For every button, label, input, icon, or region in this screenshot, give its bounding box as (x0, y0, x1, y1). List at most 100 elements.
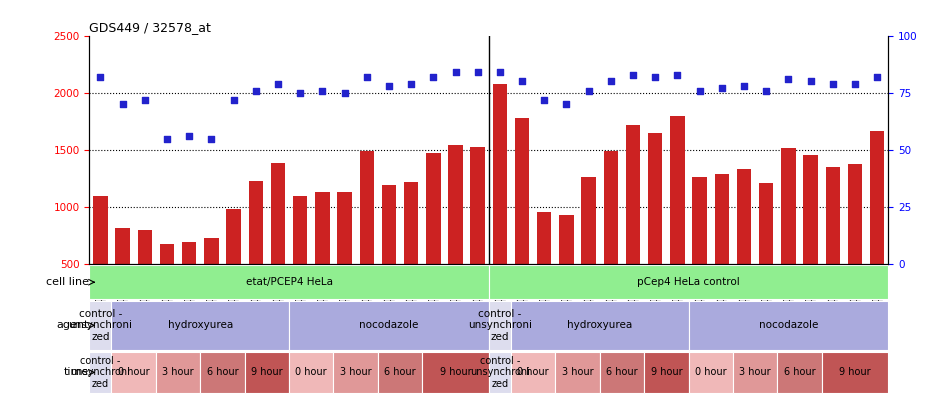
Bar (688, 301, 888, 350)
Text: 3 hour: 3 hour (163, 367, 194, 377)
Bar (733, 352, 777, 393)
Bar (156, 352, 200, 393)
Text: cell line: cell line (46, 277, 89, 287)
Bar (334, 352, 378, 393)
Bar (693, 177, 707, 265)
Point (382, 83, 397, 89)
Text: 9 hour: 9 hour (251, 367, 283, 377)
Text: control -
unsynchroni
zed: control - unsynchroni zed (70, 356, 131, 389)
Bar (556, 352, 600, 393)
Point (825, 80, 840, 87)
Bar (804, 154, 818, 265)
Point (93, 74, 108, 80)
Bar (777, 352, 822, 393)
Point (514, 78, 529, 85)
Text: 0 hour: 0 hour (295, 367, 327, 377)
Bar (426, 153, 441, 265)
Bar (600, 352, 644, 393)
Point (493, 69, 508, 75)
Point (603, 78, 619, 85)
Point (714, 85, 729, 91)
Bar (271, 163, 285, 265)
Bar (359, 151, 374, 265)
Point (759, 88, 774, 94)
Bar (227, 209, 241, 265)
Text: hydroxyurea: hydroxyurea (167, 320, 233, 330)
Point (692, 88, 707, 94)
Bar (112, 301, 289, 350)
Bar (200, 352, 244, 393)
Bar (382, 185, 396, 265)
Text: 3 hour: 3 hour (340, 367, 371, 377)
Bar (244, 352, 289, 393)
Point (337, 89, 352, 96)
Bar (559, 215, 573, 265)
Bar (93, 196, 107, 265)
Bar (289, 301, 489, 350)
Bar (137, 230, 152, 265)
Text: nocodazole: nocodazole (359, 320, 418, 330)
Text: 3 hour: 3 hour (740, 367, 771, 377)
Point (359, 74, 374, 80)
Text: etat/PCEP4 HeLa: etat/PCEP4 HeLa (245, 277, 333, 287)
Bar (293, 196, 307, 265)
Bar (737, 169, 751, 265)
Bar (315, 192, 330, 265)
Point (115, 101, 130, 107)
Text: nocodazole: nocodazole (759, 320, 818, 330)
Bar (378, 352, 422, 393)
Bar (248, 181, 263, 265)
Point (470, 69, 485, 75)
Bar (511, 301, 688, 350)
Point (403, 80, 418, 87)
Bar (825, 167, 840, 265)
Point (292, 89, 307, 96)
Point (581, 88, 596, 94)
Text: hydroxyurea: hydroxyurea (567, 320, 633, 330)
Point (226, 97, 241, 103)
Text: pCep4 HeLa control: pCep4 HeLa control (637, 277, 740, 287)
Bar (489, 352, 511, 393)
Bar (160, 244, 174, 265)
Text: 6 hour: 6 hour (207, 367, 238, 377)
Text: 6 hour: 6 hour (606, 367, 637, 377)
Bar (781, 148, 795, 265)
Text: control -
unsynchroni
zed: control - unsynchroni zed (468, 309, 532, 342)
Point (625, 71, 640, 78)
Point (848, 80, 863, 87)
Point (181, 133, 196, 139)
Text: time: time (64, 367, 89, 377)
Point (448, 69, 463, 75)
Bar (422, 352, 489, 393)
Point (559, 101, 574, 107)
Point (315, 88, 330, 94)
Point (803, 78, 818, 85)
Point (426, 74, 441, 80)
Text: 9 hour: 9 hour (440, 367, 471, 377)
Bar (626, 125, 640, 265)
Bar (116, 228, 130, 265)
Point (248, 88, 263, 94)
Point (271, 80, 286, 87)
Bar (448, 145, 462, 265)
Bar (870, 131, 885, 265)
Point (781, 76, 796, 82)
Bar (89, 352, 112, 393)
Bar (759, 183, 774, 265)
Text: 6 hour: 6 hour (384, 367, 415, 377)
Point (204, 135, 219, 142)
Bar (515, 118, 529, 265)
Text: 6 hour: 6 hour (784, 367, 815, 377)
Text: 3 hour: 3 hour (562, 367, 593, 377)
Text: 0 hour: 0 hour (118, 367, 149, 377)
Bar (648, 133, 663, 265)
Bar (848, 164, 862, 265)
Bar (537, 212, 552, 265)
Text: agent: agent (56, 320, 89, 330)
Bar (404, 182, 418, 265)
Text: 0 hour: 0 hour (517, 367, 549, 377)
Text: 0 hour: 0 hour (695, 367, 727, 377)
Bar (471, 147, 485, 265)
Bar (489, 265, 888, 299)
Text: control -
unsynchroni
zed: control - unsynchroni zed (69, 309, 133, 342)
